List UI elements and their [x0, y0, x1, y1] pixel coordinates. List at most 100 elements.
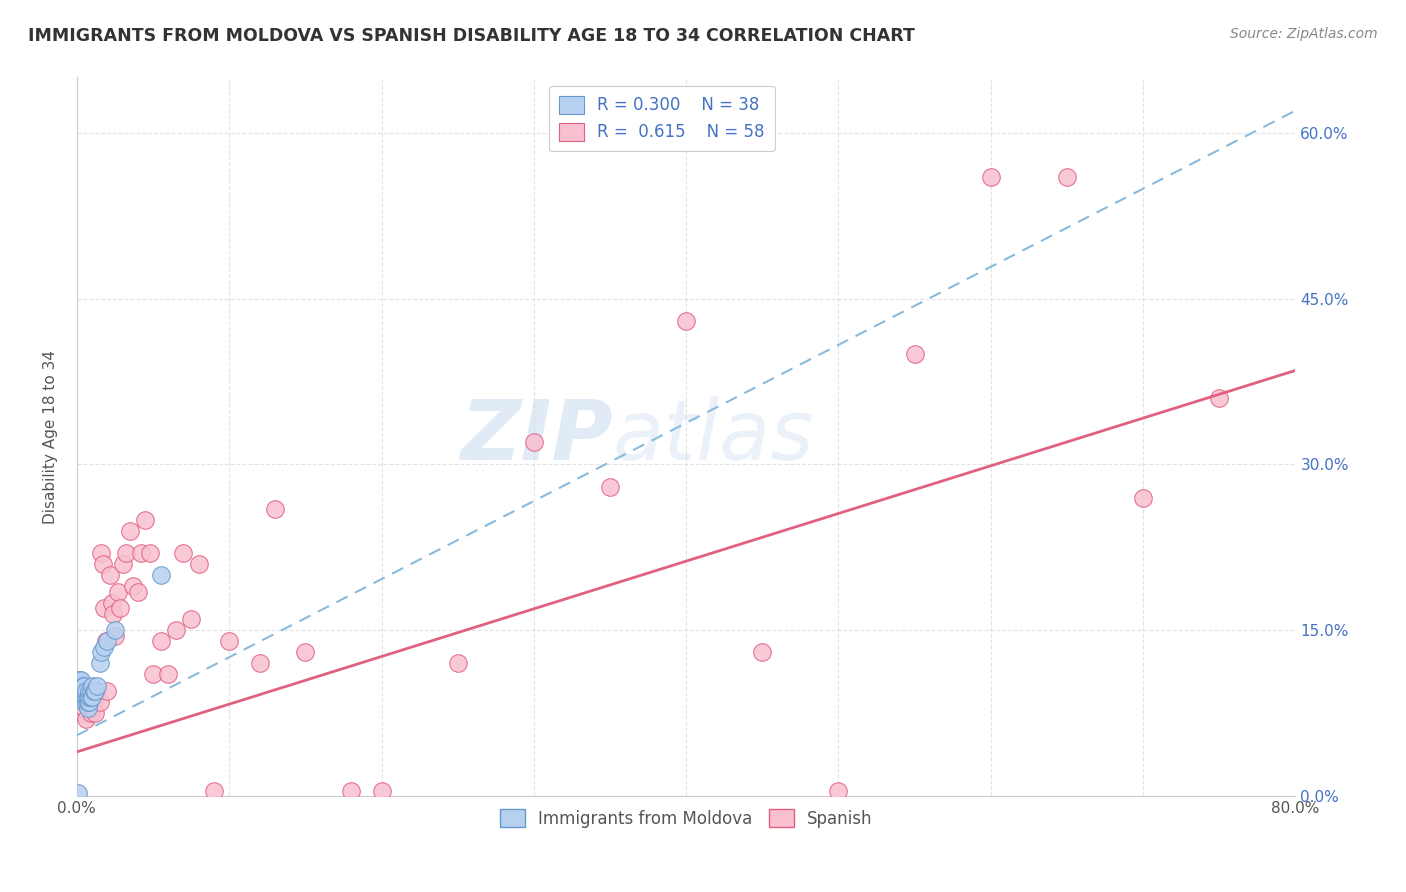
Point — [73, 690, 96, 704]
Point — [79, 684, 101, 698]
Point — [139, 546, 162, 560]
Text: IMMIGRANTS FROM MOLDOVA VS SPANISH DISABILITY AGE 18 TO 34 CORRELATION CHART: IMMIGRANTS FROM MOLDOVA VS SPANISH DISAB… — [28, 27, 915, 45]
Point — [157, 667, 180, 681]
Point — [108, 601, 131, 615]
Point — [86, 684, 108, 698]
Point — [70, 700, 93, 714]
Point — [73, 679, 96, 693]
Point — [122, 579, 145, 593]
Point — [82, 679, 104, 693]
Point — [94, 634, 117, 648]
Point — [751, 645, 773, 659]
Point — [96, 634, 118, 648]
Point — [294, 645, 316, 659]
Point — [79, 690, 101, 704]
Point — [114, 546, 136, 560]
Point — [127, 584, 149, 599]
Point — [67, 673, 90, 687]
Point — [675, 314, 697, 328]
Point — [91, 557, 114, 571]
Point — [69, 695, 91, 709]
Point — [90, 645, 112, 659]
Point — [142, 667, 165, 681]
Point — [75, 695, 97, 709]
Point — [96, 684, 118, 698]
Point — [149, 568, 172, 582]
Point — [165, 624, 187, 638]
Point — [187, 557, 209, 571]
Point — [103, 607, 125, 621]
Point — [76, 695, 98, 709]
Point — [69, 673, 91, 687]
Point — [218, 634, 240, 648]
Point — [72, 684, 94, 698]
Point — [93, 601, 115, 615]
Point — [72, 706, 94, 721]
Point — [904, 347, 927, 361]
Point — [1056, 169, 1078, 184]
Point — [93, 640, 115, 654]
Point — [70, 679, 93, 693]
Point — [173, 546, 195, 560]
Point — [75, 690, 97, 704]
Point — [72, 690, 94, 704]
Point — [82, 700, 104, 714]
Point — [77, 684, 100, 698]
Point — [100, 568, 122, 582]
Point — [370, 783, 392, 797]
Point — [134, 513, 156, 527]
Point — [980, 169, 1002, 184]
Point — [107, 584, 129, 599]
Point — [523, 435, 546, 450]
Point — [82, 690, 104, 704]
Point — [249, 657, 271, 671]
Point — [83, 695, 105, 709]
Point — [599, 479, 621, 493]
Point — [104, 624, 127, 638]
Point — [72, 679, 94, 693]
Point — [120, 524, 142, 538]
Point — [76, 690, 98, 704]
Point — [1132, 491, 1154, 505]
Point — [75, 712, 97, 726]
Point — [827, 783, 849, 797]
Point — [83, 684, 105, 698]
Point — [84, 706, 107, 721]
Point — [67, 690, 90, 704]
Point — [104, 629, 127, 643]
Point — [73, 700, 96, 714]
Point — [76, 700, 98, 714]
Point — [70, 673, 93, 687]
Point — [79, 706, 101, 721]
Point — [73, 695, 96, 709]
Point — [180, 612, 202, 626]
Point — [70, 690, 93, 704]
Point — [1208, 391, 1230, 405]
Y-axis label: Disability Age 18 to 34: Disability Age 18 to 34 — [44, 350, 58, 524]
Point — [67, 684, 90, 698]
Point — [202, 783, 225, 797]
Point — [340, 783, 363, 797]
Point — [264, 501, 287, 516]
Text: ZIP: ZIP — [460, 396, 613, 477]
Point — [90, 546, 112, 560]
Point — [69, 684, 91, 698]
Point — [70, 684, 93, 698]
Point — [101, 596, 124, 610]
Point — [89, 695, 111, 709]
Point — [129, 546, 152, 560]
Point — [77, 695, 100, 709]
Point — [77, 690, 100, 704]
Point — [447, 657, 470, 671]
Legend: Immigrants from Moldova, Spanish: Immigrants from Moldova, Spanish — [494, 803, 879, 835]
Point — [75, 684, 97, 698]
Point — [76, 690, 98, 704]
Point — [149, 634, 172, 648]
Point — [77, 695, 100, 709]
Point — [67, 786, 90, 800]
Text: Source: ZipAtlas.com: Source: ZipAtlas.com — [1230, 27, 1378, 41]
Point — [73, 684, 96, 698]
Point — [86, 679, 108, 693]
Text: atlas: atlas — [613, 396, 814, 477]
Point — [84, 684, 107, 698]
